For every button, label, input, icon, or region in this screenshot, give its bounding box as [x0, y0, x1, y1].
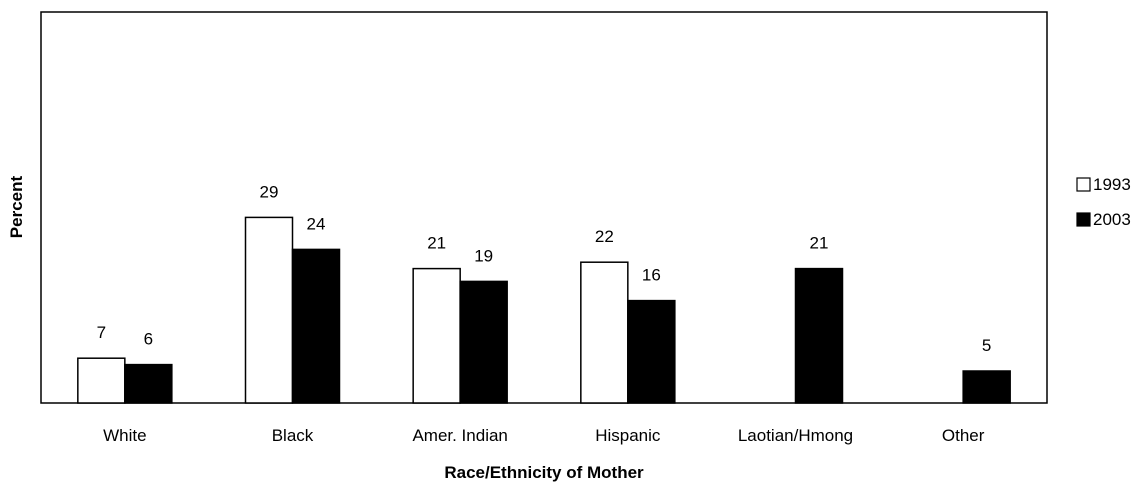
bar-2003-black: [291, 248, 341, 404]
x-tick-label: Other: [942, 426, 985, 445]
bar-2003-hispanic: [627, 299, 676, 404]
x-tick-label: Hispanic: [595, 426, 661, 445]
data-label: 29: [260, 182, 279, 201]
data-label: 19: [474, 246, 493, 265]
legend: 1993 2003: [1076, 175, 1131, 229]
data-label: 6: [144, 330, 153, 349]
plot-area: [40, 11, 1048, 404]
data-label: 16: [642, 266, 661, 285]
x-tick-label: White: [103, 426, 146, 445]
x-tick-label: Amer. Indian: [412, 426, 507, 445]
legend-swatch-2003: [1076, 212, 1091, 227]
legend-label-1993: 1993: [1093, 175, 1131, 194]
x-tick-label: Black: [272, 426, 314, 445]
y-axis-title: Percent: [7, 175, 26, 238]
data-label: 5: [982, 336, 991, 355]
bar-2003-laotian-hmong: [794, 267, 844, 404]
bars-group: [77, 216, 1011, 404]
x-axis-title: Race/Ethnicity of Mother: [444, 463, 644, 482]
bar-1993-black: [244, 216, 294, 404]
data-label: 21: [427, 234, 446, 253]
bar-1993-white: [77, 357, 126, 404]
x-tick-labels-group: White Black Amer. Indian Hispanic Laotian/Hm…: [103, 426, 985, 445]
legend-swatch-1993: [1076, 177, 1091, 192]
bar-2003-white: [124, 363, 173, 404]
bar-2003-other: [962, 370, 1011, 404]
bar-1993-hispanic: [580, 261, 629, 404]
data-labels-group: 7 6 29 24 21 19 22 16 21 5: [97, 182, 992, 355]
data-label: 7: [97, 323, 106, 342]
data-label: 24: [307, 214, 326, 233]
data-label: 21: [810, 234, 829, 253]
legend-label-2003: 2003: [1093, 210, 1131, 229]
bar-2003-amer-indian: [459, 280, 508, 404]
data-label: 22: [595, 227, 614, 246]
x-tick-label: Laotian/Hmong: [738, 426, 853, 445]
bar-1993-amer-indian: [412, 267, 461, 404]
